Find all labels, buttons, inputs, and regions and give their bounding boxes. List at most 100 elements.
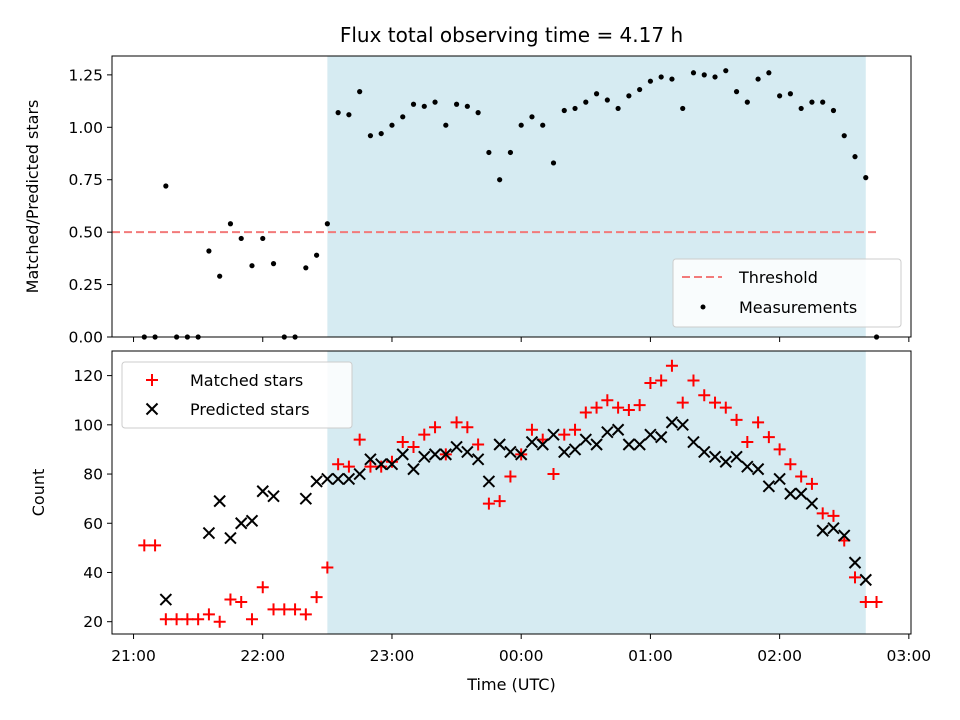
predicted-star-point [859, 573, 872, 587]
matched-star-point [170, 613, 183, 626]
measurement-point [550, 160, 557, 166]
predicted-star-point [751, 462, 765, 476]
measurement-point [777, 93, 783, 99]
matched-star-point [396, 436, 409, 449]
measurement-point [367, 133, 374, 139]
matched-star-point [622, 404, 635, 417]
bottom-y-tick-label: 40 [83, 564, 103, 582]
predicted-star-point [558, 445, 571, 459]
predicted-star-point [256, 485, 269, 498]
predicted-star-point [245, 514, 259, 528]
predicted-star-point [719, 455, 732, 468]
matched-star-point [450, 416, 463, 429]
legend-measurements-label: Measurements [739, 298, 857, 317]
matched-star-point [493, 495, 506, 508]
measurement-point [217, 273, 223, 279]
top-y-tick-label: 1.25 [68, 66, 103, 84]
bottom-y-tick-label: 80 [83, 466, 103, 484]
legend-plus-marker [146, 374, 158, 386]
matched-star-point [138, 539, 151, 552]
predicted-star-point [794, 487, 808, 500]
matched-star-point [213, 615, 226, 628]
matched-star-point [278, 603, 291, 616]
top-legend-box [672, 258, 902, 328]
matched-star-point [461, 421, 474, 434]
measurement-point [324, 221, 330, 227]
predicted-star-point [418, 450, 431, 464]
predicted-star-point [773, 472, 786, 486]
predicted-star-point [310, 475, 323, 488]
predicted-star-point [805, 497, 819, 510]
x-tick-label: 00:00 [499, 647, 544, 665]
measurement-point [820, 99, 826, 105]
measurement-point [863, 175, 869, 181]
top-y-tick-label: 0.00 [68, 329, 103, 347]
matched-star-point [245, 613, 258, 626]
measurement-point [615, 105, 621, 112]
measurement-point [421, 103, 427, 109]
bottom-axes-frame [111, 350, 912, 635]
predicted-star-point [633, 438, 646, 451]
predicted-star-point [601, 426, 614, 439]
measurement-point [335, 110, 341, 116]
predicted-star-point [547, 428, 560, 441]
predicted-star-point [353, 467, 366, 481]
predicted-star-point [482, 475, 496, 488]
predicted-star-point [504, 445, 517, 459]
predicted-star-point [644, 428, 657, 441]
matched-star-point [558, 428, 571, 441]
matched-star-point [687, 374, 700, 387]
predicted-star-point [654, 430, 668, 444]
predicted-star-point [385, 457, 399, 471]
measurement-point [733, 89, 740, 95]
measurement-point [346, 112, 352, 118]
measurement-point [518, 122, 524, 128]
matched-star-point [321, 561, 334, 574]
measurement-point [357, 89, 363, 95]
predicted-star-point [568, 443, 582, 456]
predicted-star-point [267, 489, 280, 503]
matched-star-point [870, 596, 883, 609]
predicted-star-point [299, 492, 313, 505]
matched-star-point [525, 423, 538, 436]
legend-x-marker [145, 402, 159, 416]
measurement-point [303, 265, 309, 271]
predicted-star-point [536, 438, 549, 451]
matched-star-point [504, 470, 517, 483]
top-axes-frame [111, 55, 912, 338]
predicted-star-point [848, 556, 862, 569]
predicted-star-point [676, 418, 689, 432]
measurement-point [766, 70, 772, 76]
measurement-points [141, 68, 880, 340]
predicted-star-point [202, 526, 216, 540]
predicted-star-point [342, 472, 356, 486]
matched-star-point [310, 591, 323, 604]
matched-star-point [655, 374, 668, 387]
x-axis-label: Time (UTC) [466, 675, 555, 694]
measurement-point [841, 133, 847, 139]
predicted-star-point [708, 450, 722, 464]
measurement-point [572, 105, 578, 112]
measurement-point [238, 235, 244, 242]
matched-star-point [289, 603, 302, 616]
predicted-star-point [471, 453, 485, 466]
matched-star-point [407, 440, 420, 453]
measurement-point [561, 107, 567, 114]
top-y-tick-label: 0.50 [68, 224, 103, 242]
bottom-panel: 20 40 60 80 100 120 21:00 22:00 23:00 00:00 01:00… [29, 350, 931, 694]
bottom-y-tick-label: 60 [83, 515, 103, 533]
matched-star-point [816, 507, 829, 520]
predicted-star-point [213, 494, 226, 508]
measurement-point [830, 107, 837, 114]
predicted-star-point [762, 480, 776, 493]
measurement-point [680, 105, 686, 112]
matched-star-point [762, 431, 775, 444]
legend-matched-marker [146, 374, 158, 386]
measurement-point [723, 68, 729, 74]
legend-matched-label: Matched stars [190, 371, 303, 390]
predicted-star-point [698, 445, 711, 459]
bottom-y-tick-label: 20 [83, 613, 103, 631]
legend-threshold-label: Threshold [738, 268, 818, 287]
matched-star-point [482, 497, 495, 510]
matched-star-point [202, 608, 215, 621]
